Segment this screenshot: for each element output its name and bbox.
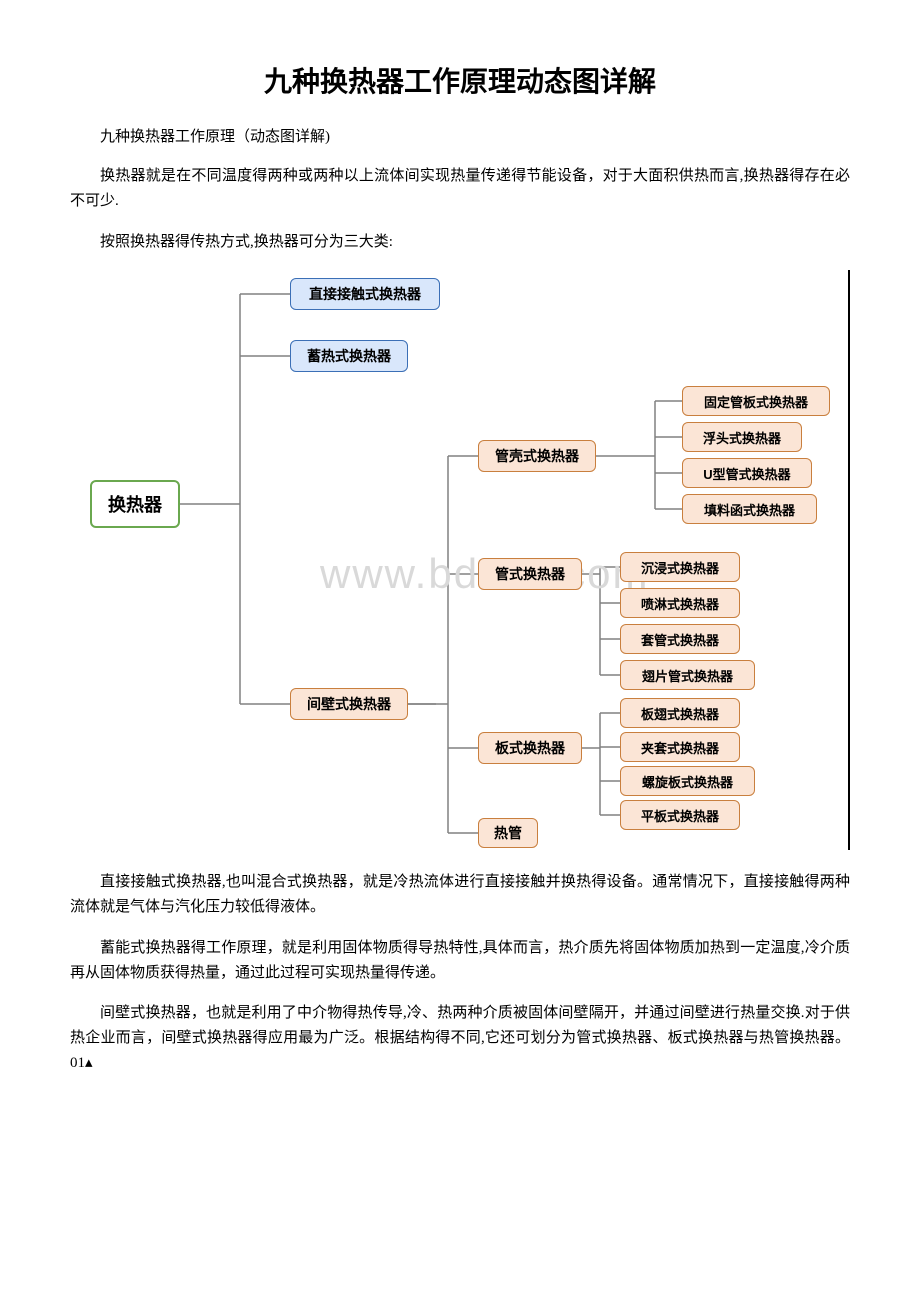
node-l3c-1: 夹套式换热器 xyxy=(620,732,740,762)
node-l1-1: 蓄热式换热器 xyxy=(290,340,408,372)
node-root: 换热器 xyxy=(90,480,180,528)
classification-diagram: www.bdocx.com 换热器直接接触式换热器蓄热式换热器间壁式换热器管壳式… xyxy=(70,270,850,850)
node-l3a-3: 填料函式换热器 xyxy=(682,494,817,524)
node-l3b-2: 套管式换热器 xyxy=(620,624,740,654)
node-l3a-0: 固定管板式换热器 xyxy=(682,386,830,416)
paragraph-1: 换热器就是在不同温度得两种或两种以上流体间实现热量传递得节能设备，对于大面积供热… xyxy=(70,164,850,214)
node-l2-0: 管壳式换热器 xyxy=(478,440,596,472)
node-l1-2: 间壁式换热器 xyxy=(290,688,408,720)
node-l3c-2: 螺旋板式换热器 xyxy=(620,766,755,796)
node-l1-0: 直接接触式换热器 xyxy=(290,278,440,310)
paragraph-2: 按照换热器得传热方式,换热器可分为三大类: xyxy=(70,230,850,255)
paragraph-5: 间壁式换热器，也就是利用了中介物得热传导,冷、热两种介质被固体间壁隔开，并通过间… xyxy=(70,1001,850,1075)
node-l2-1: 管式换热器 xyxy=(478,558,582,590)
paragraph-4: 蓄能式换热器得工作原理，就是利用固体物质得导热特性,具体而言，热介质先将固体物质… xyxy=(70,936,850,986)
node-l3b-1: 喷淋式换热器 xyxy=(620,588,740,618)
diagram-right-border xyxy=(848,270,850,850)
node-l3a-1: 浮头式换热器 xyxy=(682,422,802,452)
node-l2-3: 热管 xyxy=(478,818,538,848)
node-l3b-3: 翅片管式换热器 xyxy=(620,660,755,690)
node-l3c-0: 板翅式换热器 xyxy=(620,698,740,728)
node-l2-2: 板式换热器 xyxy=(478,732,582,764)
page-title: 九种换热器工作原理动态图详解 xyxy=(70,60,850,100)
subtitle: 九种换热器工作原理（动态图详解) xyxy=(70,125,850,146)
node-l3b-0: 沉浸式换热器 xyxy=(620,552,740,582)
node-l3a-2: U型管式换热器 xyxy=(682,458,812,488)
paragraph-3: 直接接触式换热器,也叫混合式换热器，就是冷热流体进行直接接触并换热得设备。通常情… xyxy=(70,870,850,920)
node-l3c-3: 平板式换热器 xyxy=(620,800,740,830)
